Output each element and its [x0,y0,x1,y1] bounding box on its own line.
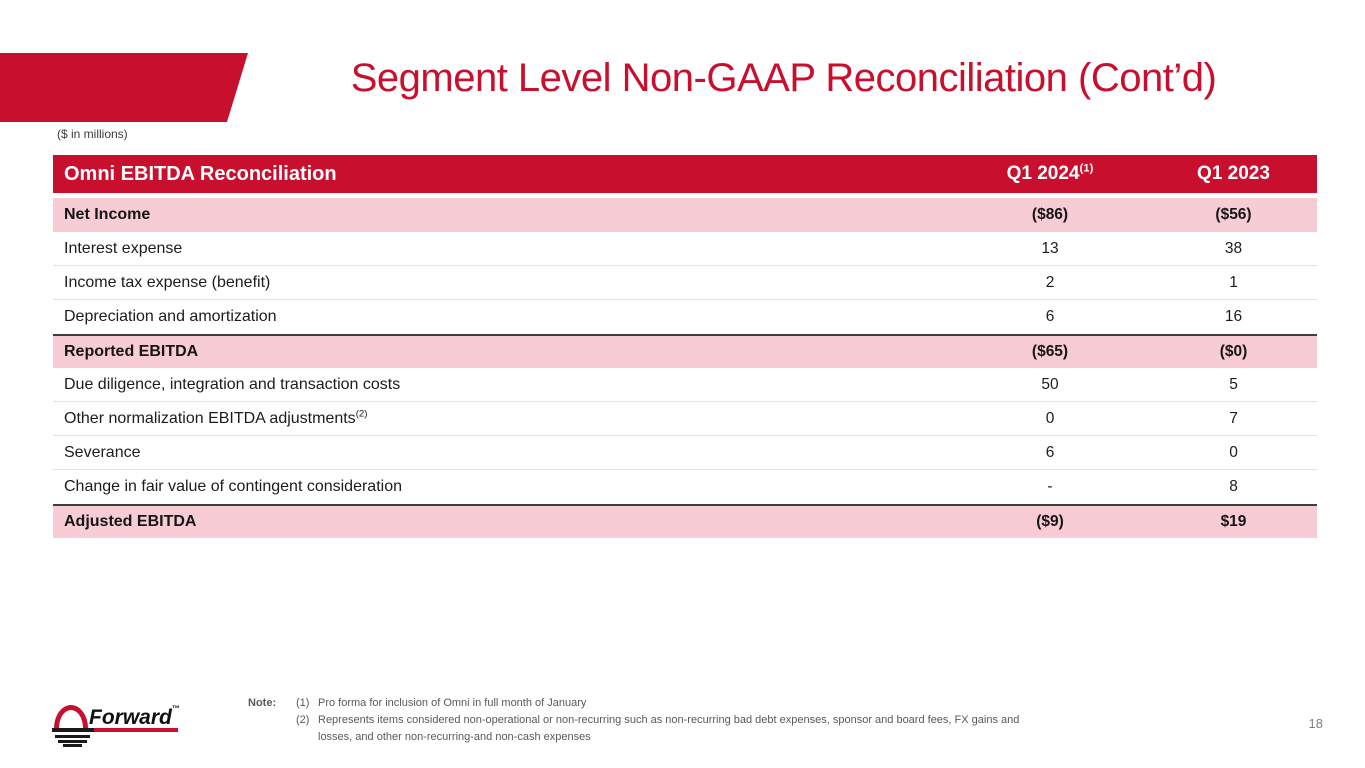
table-row: Interest expense 13 38 [53,232,1317,266]
value-q1-2024: ($65) [1031,343,1069,360]
note-text: Represents items considered non-operatio… [318,714,1020,744]
row-label-text: Net Income [64,206,151,223]
value-q1-2023: 1 [1229,273,1238,291]
row-label-text: Adjusted EBITDA [64,513,197,530]
table-row: Income tax expense (benefit) 2 1 [53,266,1317,300]
row-label: Change in fair value of contingent consi… [53,478,950,496]
note-item: (2) Represents items considered non-oper… [296,712,1033,746]
value-q1-2024: 2 [1045,273,1055,291]
row-label: Reported EBITDA [53,343,950,361]
forward-logo-stripe [63,744,82,747]
footnotes: Note: (1) Pro forma for inclusion of Omn… [248,695,1033,746]
page-title: Segment Level Non-GAAP Reconciliation (C… [350,56,1217,100]
note-item: (1) Pro forma for inclusion of Omni in f… [296,695,1033,712]
row-label-text: Depreciation and amortization [64,308,277,325]
forward-logo-horizon [52,728,94,732]
table-row: Due diligence, integration and transacti… [53,368,1317,402]
value-q1-2023: 16 [1224,308,1243,325]
value-q1-2024: 13 [1041,239,1059,257]
forward-logo-text: Forward [89,706,172,729]
note-items: (1) Pro forma for inclusion of Omni in f… [296,695,1033,746]
page-number: 18 [1308,716,1323,731]
row-label: Severance [53,444,950,462]
row-label-text: Due diligence, integration and transacti… [64,375,401,393]
table-row: Depreciation and amortization 6 16 [53,300,1317,334]
row-label: Interest expense [53,240,950,258]
row-label: Income tax expense (benefit) [53,274,950,292]
value-q1-2023: 5 [1229,375,1238,393]
note-number: (2) [296,714,310,727]
value-q1-2023: 8 [1229,478,1238,495]
column-header-q1-2024: Q1 2024(1) [950,163,1150,185]
note-number: (1) [296,697,310,709]
table-row: Change in fair value of contingent consi… [53,470,1317,504]
column-header-footnote-marker: (1) [1079,162,1094,175]
row-label-text: Interest expense [64,239,183,257]
row-label: Due diligence, integration and transacti… [53,376,950,394]
table-body: Net Income ($86) ($56) Interest expense … [53,198,1317,538]
table-row: Net Income ($86) ($56) [53,198,1317,232]
table-title: Omni EBITDA Reconciliation [64,162,337,185]
row-footnote-marker: (2) [355,408,368,420]
table-row: Reported EBITDA ($65) ($0) [53,334,1317,368]
value-q1-2023: ($56) [1215,206,1252,223]
omni-ebitda-table: Omni EBITDA Reconciliation Q1 2024(1) Q1… [53,155,1317,538]
trademark-symbol: ™ [171,704,180,713]
table-row: Severance 6 0 [53,436,1317,470]
units-label: ($ in millions) [57,127,128,141]
row-label-text: Reported EBITDA [64,343,199,360]
value-q1-2024: 6 [1045,443,1055,461]
note-text: Pro forma for inclusion of Omni in full … [318,697,587,709]
value-q1-2024: 0 [1045,409,1055,427]
note-label: Note: [248,697,277,709]
table-row: Other normalization EBITDA adjustments(2… [53,402,1317,436]
forward-logo-wordmark: Forward™ [89,704,180,730]
value-q1-2023: 7 [1229,409,1238,427]
row-label: Adjusted EBITDA [53,513,950,531]
value-q1-2023: 0 [1229,443,1238,461]
forward-logo-arc-icon [54,705,88,728]
row-label: Other normalization EBITDA adjustments(2… [53,408,950,428]
row-label-text: Income tax expense (benefit) [64,273,271,291]
row-label: Depreciation and amortization [53,308,950,326]
row-label-text: Change in fair value of contingent consi… [64,478,402,495]
value-q1-2024: 50 [1041,375,1059,393]
value-q1-2024: ($86) [1031,206,1069,223]
table-header-row: Omni EBITDA Reconciliation Q1 2024(1) Q1… [53,155,1317,193]
table-row: Adjusted EBITDA ($9) $19 [53,504,1317,538]
value-q1-2023: ($0) [1219,343,1248,360]
value-q1-2024: ($9) [1036,513,1064,530]
value-q1-2023: 38 [1224,239,1243,257]
column-header-label: Q1 2024 [1006,163,1080,184]
row-label-text: Severance [64,443,141,461]
value-q1-2023: $19 [1220,513,1247,530]
forward-logo-underline [52,728,178,732]
forward-logo: Forward™ [52,698,180,750]
column-header-q1-2023: Q1 2023 [1150,163,1317,185]
value-q1-2024: - [1047,478,1053,495]
row-label-text: Other normalization EBITDA adjustments [64,409,356,427]
row-label: Net Income [53,206,950,224]
value-q1-2024: 6 [1045,308,1055,325]
column-header-label: Q1 2023 [1197,163,1270,184]
forward-logo-stripe [55,735,90,738]
forward-logo-stripe [58,740,87,743]
header-red-banner [0,53,248,122]
